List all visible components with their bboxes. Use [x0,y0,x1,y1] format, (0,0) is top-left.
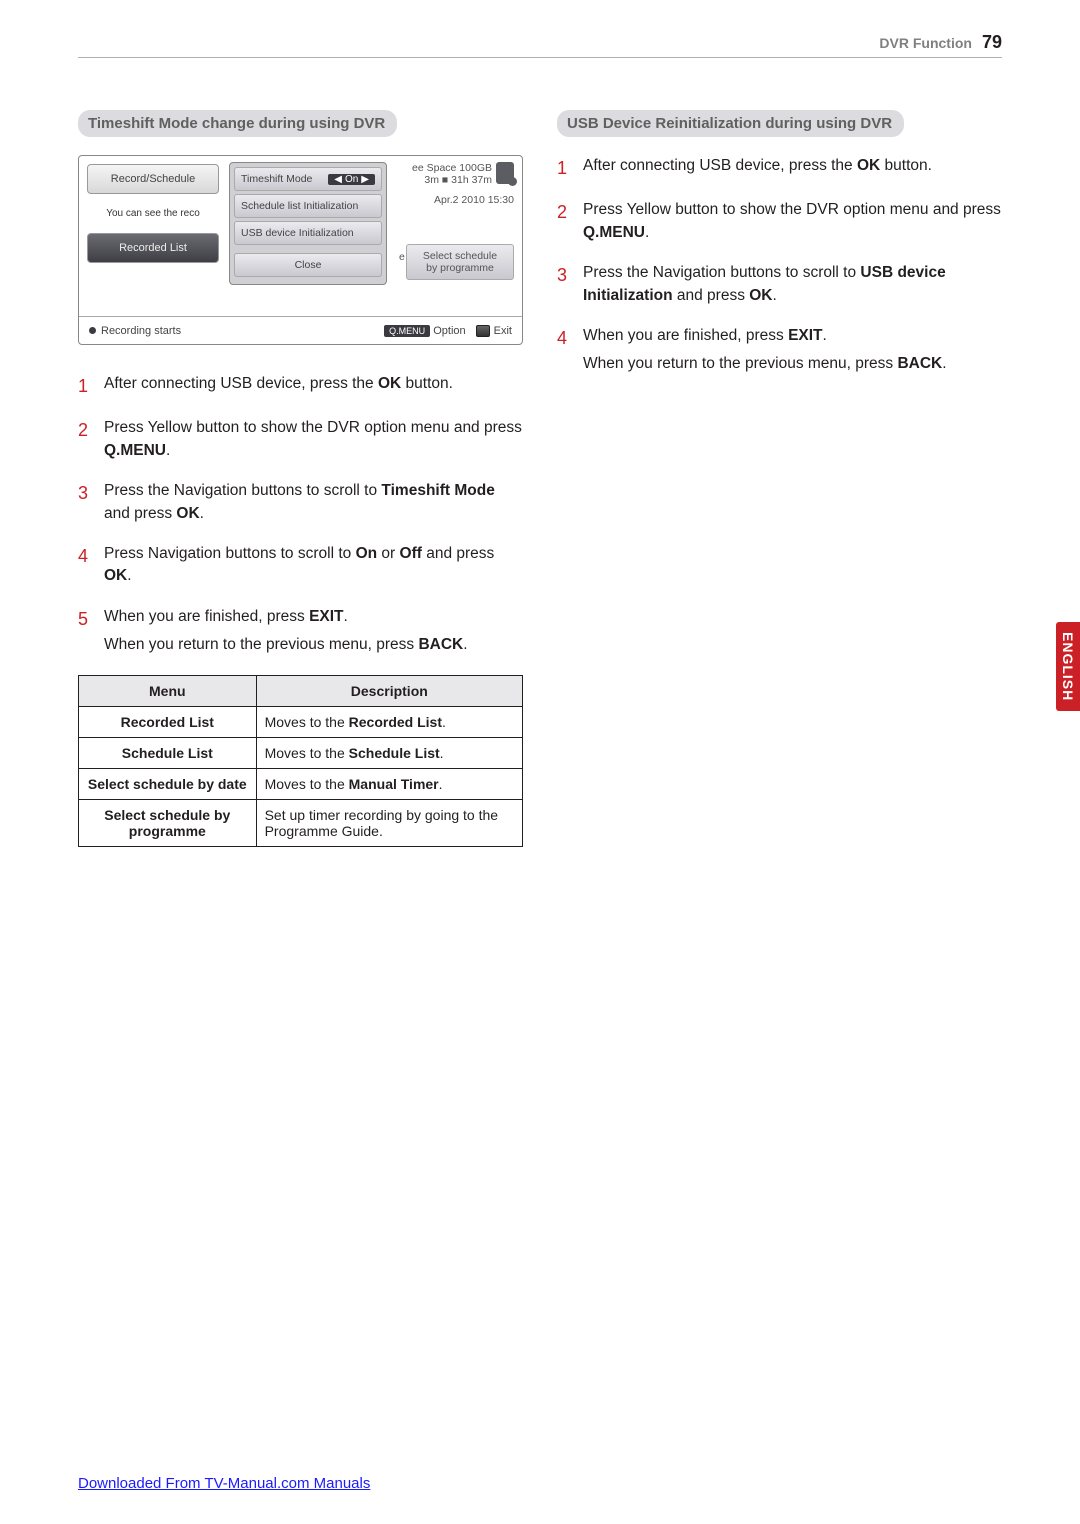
step-number: 5 [78,606,92,657]
step-number: 3 [557,262,571,307]
sel-e: e [399,251,405,263]
step-number: 2 [557,199,571,244]
step-number: 4 [557,325,571,376]
footer-recording: Recording starts [101,325,181,337]
step-item: 1 After connecting USB device, press the … [557,155,1002,181]
language-tab: ENGLISH [1056,622,1080,711]
record-dot-icon [89,327,96,334]
right-column: USB Device Reinitialization during using… [557,110,1002,847]
dvr-footer: Recording starts Q.MENU Option Exit [79,316,522,344]
usb-space: ee Space 100GB [412,162,492,174]
usb-icon [496,162,514,184]
left-column: Timeshift Mode change during using DVR R… [78,110,523,847]
step-item: 3 Press the Navigation buttons to scroll … [78,480,523,525]
table-head-desc: Description [256,675,522,706]
header-page-number: 79 [982,32,1002,53]
table-cell-menu: Select schedule by programme [79,799,257,846]
section-title-left: Timeshift Mode change during using DVR [78,110,397,137]
table-row: Select schedule by programmeSet up timer… [79,799,523,846]
table-cell-desc: Moves to the Manual Timer. [256,768,522,799]
step-text: Press Yellow button to show the DVR opti… [583,199,1002,244]
dvr-popup-schedule-init: Schedule list Initialization [234,194,382,218]
step-item: 4 Press Navigation buttons to scroll to O… [78,543,523,588]
popup-label: Timeshift Mode [241,173,312,185]
step-text: When you are finished, press EXIT.When y… [104,606,523,657]
step-item: 2 Press Yellow button to show the DVR opt… [557,199,1002,244]
popup-on-toggle: ◀ On ▶ [328,174,375,185]
step-number: 1 [557,155,571,181]
step-number: 1 [78,373,92,399]
table-head-menu: Menu [79,675,257,706]
step-item: 2 Press Yellow button to show the DVR opt… [78,417,523,462]
dvr-date: Apr.2 2010 15:30 [406,194,514,206]
step-item: 5When you are finished, press EXIT.When … [78,606,523,657]
step-text: Press the Navigation buttons to scroll t… [583,262,1002,307]
dvr-tab-record-schedule: Record/Schedule [87,164,219,194]
dvr-screenshot: Record/Schedule You can see the reco Rec… [78,155,523,345]
table-cell-menu: Select schedule by date [79,768,257,799]
dvr-popup: Timeshift Mode ◀ On ▶ Schedule list Init… [229,162,387,285]
table-cell-menu: Recorded List [79,706,257,737]
step-text: After connecting USB device, press the O… [583,155,1002,181]
dvr-usb-info: ee Space 100GB 3m ■ 31h 37m [406,162,514,186]
table-row: Recorded ListMoves to the Recorded List. [79,706,523,737]
footer-option: Option [433,325,465,337]
step-subtext: When you return to the previous menu, pr… [104,634,523,656]
step-text: When you are finished, press EXIT.When y… [583,325,1002,376]
step-text: Press Navigation buttons to scroll to On… [104,543,523,588]
step-item: 4When you are finished, press EXIT.When … [557,325,1002,376]
step-number: 2 [78,417,92,462]
dvr-tab-recorded-list: Recorded List [87,233,219,263]
menu-description-table: Menu Description Recorded ListMoves to t… [78,675,523,847]
step-number: 4 [78,543,92,588]
table-cell-desc: Moves to the Schedule List. [256,737,522,768]
header-section: DVR Function [879,35,972,51]
qmenu-badge: Q.MENU [384,325,430,337]
table-row: Schedule ListMoves to the Schedule List. [79,737,523,768]
dvr-note: You can see the reco [87,204,219,223]
download-link[interactable]: Downloaded From TV-Manual.com Manuals [78,1475,370,1492]
dvr-popup-timeshift: Timeshift Mode ◀ On ▶ [234,167,382,191]
step-text: Press the Navigation buttons to scroll t… [104,480,523,525]
step-text: Press Yellow button to show the DVR opti… [104,417,523,462]
table-cell-menu: Schedule List [79,737,257,768]
dvr-popup-close: Close [234,253,382,277]
usb-time: 3m ■ 31h 37m [412,174,492,186]
exit-icon [476,325,490,337]
section-title-right: USB Device Reinitialization during using… [557,110,904,137]
table-cell-desc: Moves to the Recorded List. [256,706,522,737]
dvr-popup-usb-init: USB device Initialization [234,221,382,245]
page-header: DVR Function 79 [78,32,1002,58]
step-item: 1 After connecting USB device, press the … [78,373,523,399]
step-text: After connecting USB device, press the O… [104,373,523,399]
table-cell-desc: Set up timer recording by going to the P… [256,799,522,846]
dvr-select-schedule-box: e Select schedule by programme [406,244,514,280]
step-item: 3 Press the Navigation buttons to scroll … [557,262,1002,307]
right-steps: 1 After connecting USB device, press the … [557,155,1002,376]
left-steps: 1 After connecting USB device, press the … [78,373,523,657]
step-number: 3 [78,480,92,525]
step-subtext: When you return to the previous menu, pr… [583,353,1002,375]
footer-exit: Exit [494,325,512,337]
table-row: Select schedule by dateMoves to the Manu… [79,768,523,799]
